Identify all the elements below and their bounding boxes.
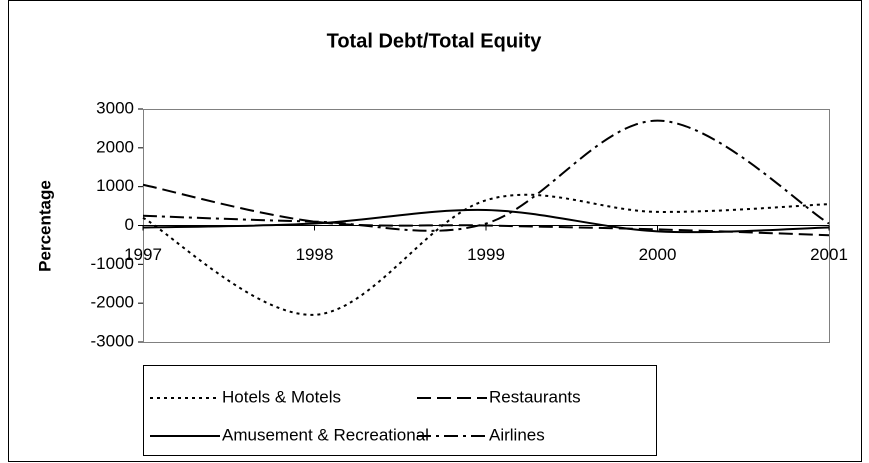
y-tick-label: 3000: [96, 98, 134, 117]
legend-box: [143, 365, 657, 456]
y-tick-label: -1000: [91, 254, 134, 273]
x-tick-label: 1998: [296, 245, 334, 264]
legend-label: Amusement & Recreational: [222, 425, 429, 444]
y-tick-label: 0: [125, 215, 134, 234]
y-tick-label: -3000: [91, 331, 134, 350]
series-line: [142, 183, 830, 237]
chart-title: Total Debt/Total Equity: [327, 30, 543, 52]
x-tick-label: 1999: [467, 245, 505, 264]
x-tick-label: 2001: [810, 245, 848, 264]
y-tick-label: 1000: [96, 176, 134, 195]
y-tick-label: -2000: [91, 293, 134, 312]
legend-label: Restaurants: [489, 387, 581, 406]
x-tick-label: 1997: [124, 245, 162, 264]
series-line: [142, 193, 830, 316]
legend-label: Hotels & Motels: [222, 387, 341, 406]
y-tick-label: 2000: [96, 137, 134, 156]
series-line: [142, 208, 830, 234]
series-line: [142, 119, 830, 232]
x-tick-label: 2000: [639, 245, 677, 264]
y-axis-label: Percentage: [35, 180, 54, 272]
legend-label: Airlines: [489, 425, 545, 444]
